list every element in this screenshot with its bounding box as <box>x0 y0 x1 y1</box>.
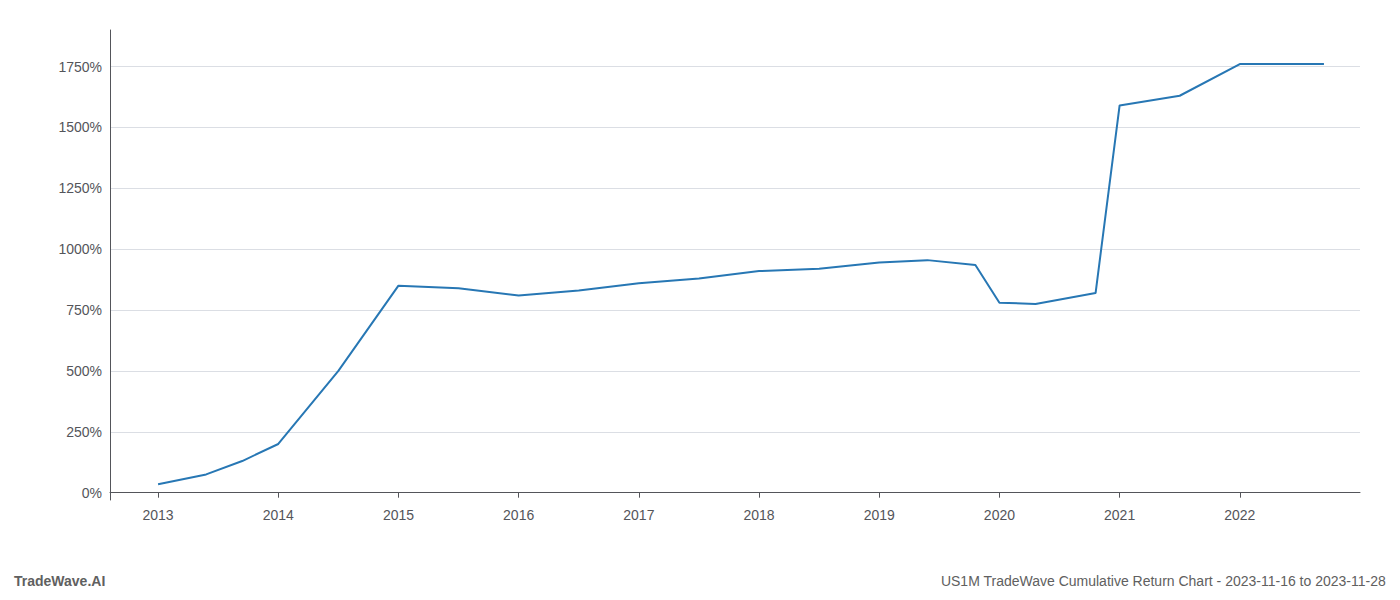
svg-text:2013: 2013 <box>142 507 173 523</box>
svg-text:2015: 2015 <box>383 507 414 523</box>
svg-text:1750%: 1750% <box>58 59 102 75</box>
svg-text:TradeWave.AI: TradeWave.AI <box>14 573 105 589</box>
svg-text:500%: 500% <box>66 363 102 379</box>
svg-text:2018: 2018 <box>743 507 774 523</box>
svg-text:2014: 2014 <box>263 507 294 523</box>
svg-text:2019: 2019 <box>864 507 895 523</box>
svg-text:US1M TradeWave Cumulative Retu: US1M TradeWave Cumulative Return Chart -… <box>941 573 1386 589</box>
svg-text:1250%: 1250% <box>58 180 102 196</box>
svg-text:1500%: 1500% <box>58 119 102 135</box>
svg-text:2022: 2022 <box>1224 507 1255 523</box>
svg-text:1000%: 1000% <box>58 241 102 257</box>
svg-text:2017: 2017 <box>623 507 654 523</box>
svg-text:2020: 2020 <box>984 507 1015 523</box>
svg-text:750%: 750% <box>66 302 102 318</box>
svg-text:2021: 2021 <box>1104 507 1135 523</box>
svg-text:2016: 2016 <box>503 507 534 523</box>
svg-text:0%: 0% <box>82 485 102 501</box>
svg-text:250%: 250% <box>66 424 102 440</box>
